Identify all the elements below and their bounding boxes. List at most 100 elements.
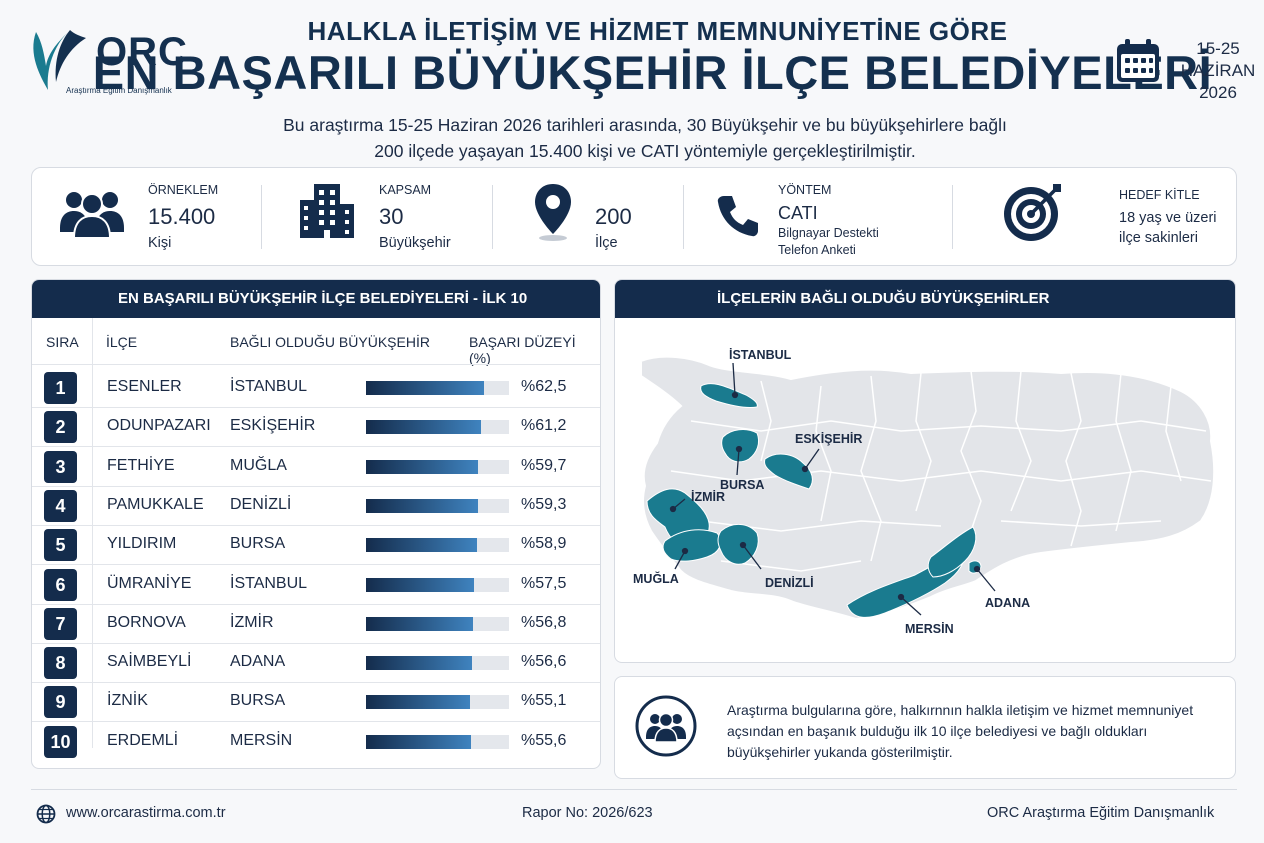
rank-badge: 6 xyxy=(44,568,77,601)
district-name: İZNİK xyxy=(107,692,148,710)
score-value: %55,1 xyxy=(521,692,567,710)
map-title: İLÇELERİN BAĞLI OLDUĞU BÜYÜKŞEHİRLER xyxy=(615,280,1235,318)
logo-text: ORC xyxy=(96,30,188,74)
score-bar-track xyxy=(366,616,509,631)
rank-badge: 4 xyxy=(44,489,77,522)
district-name: ESENLER xyxy=(107,378,182,395)
footer-report-number: Rapor No: 2026/623 xyxy=(522,805,653,821)
map-label-mersin: MERSİN xyxy=(905,622,954,636)
date-text: 15-25 HAZİRAN 2026 xyxy=(1178,38,1258,104)
table-row: 6 ÜMRANİYE İSTANBUL %57,5 xyxy=(32,565,600,604)
map-label-adana: ADANA xyxy=(985,596,1031,610)
table-row: 5 YILDIRIM BURSA %58,9 xyxy=(32,525,600,564)
score-value: %59,3 xyxy=(521,495,567,513)
score-bar-fill xyxy=(366,381,484,395)
map-label-denizli: DENİZLİ xyxy=(765,576,814,590)
map-label-bursa: BURSA xyxy=(720,478,765,492)
highlighted-provinces xyxy=(646,383,982,618)
map-pin-icon xyxy=(535,184,571,241)
date-block: 15-25 HAZİRAN 2026 xyxy=(1114,36,1255,106)
people-circle-icon xyxy=(635,695,697,757)
globe-icon xyxy=(36,804,56,824)
city-name: İSTANBUL xyxy=(230,378,308,395)
stat-label: KAPSAM xyxy=(379,183,432,197)
city-name: BURSA xyxy=(230,692,286,710)
city-name: BURSA xyxy=(230,535,286,553)
turkey-outline xyxy=(640,355,1216,621)
people-icon xyxy=(60,192,124,238)
stat-label: ÖRNEKLEM xyxy=(148,183,219,197)
bursa-region xyxy=(721,429,760,463)
stat-label: HEDEF KİTLE xyxy=(1119,188,1200,202)
city-name: İSTANBUL xyxy=(230,574,308,592)
city-name: MERSİN xyxy=(230,731,293,749)
mugla-region xyxy=(662,529,722,562)
stat-unit: İlçe xyxy=(595,235,618,251)
table-row: 2 ODUNPAZARI ESKİŞEHİR %61,2 xyxy=(32,407,600,446)
table-row: 10 ERDEMLİ MERSİN %55,6 xyxy=(32,722,600,761)
score-value: %55,6 xyxy=(521,731,567,749)
district-name: ÜMRANİYE xyxy=(107,574,192,592)
table-row: 4 PAMUKKALE DENİZLİ %59,3 xyxy=(32,486,600,525)
score-value: %57,5 xyxy=(521,574,567,592)
score-bar-track xyxy=(366,656,509,671)
rank-badge: 2 xyxy=(44,411,77,444)
score-bar-fill xyxy=(366,498,478,513)
logo-mark-icon xyxy=(33,30,86,90)
table-row: 3 FETHİYE MUĞLA %59,7 xyxy=(32,447,600,486)
row-divider xyxy=(32,524,600,526)
score-value: %58,9 xyxy=(521,535,567,553)
stat-unit-line: 18 yaş ve üzeri xyxy=(1119,210,1217,226)
score-value: %56,6 xyxy=(521,653,567,671)
stat-value: 15.400 xyxy=(148,204,216,229)
table-row: 9 İZNİK BURSA %55,1 xyxy=(32,682,600,721)
city-name: İZMİR xyxy=(230,613,274,631)
rank-badge: 3 xyxy=(44,450,77,483)
city-name: MUĞLA xyxy=(230,456,287,474)
city-name: ADANA xyxy=(230,653,286,671)
stat-sample: ÖRNEKLEM 15.400 Kişi xyxy=(32,168,262,267)
score-bar-track xyxy=(366,734,509,749)
row-divider xyxy=(32,564,600,566)
rank-badge: 5 xyxy=(44,529,77,562)
row-divider xyxy=(32,682,600,684)
map-panel: İLÇELERİN BAĞLI OLDUĞU BÜYÜKŞEHİRLER xyxy=(614,279,1236,663)
score-bar-fill xyxy=(366,577,475,592)
row-divider xyxy=(32,485,600,487)
stat-method: YÖNTEM CATI Bilgnayar Destekti Telefon A… xyxy=(684,168,952,267)
score-bar-track xyxy=(366,459,509,474)
score-bar-track xyxy=(366,577,509,592)
rank-badge: 9 xyxy=(44,686,77,719)
table-row: 1 ESENLER İSTANBUL %62,5 xyxy=(32,368,600,407)
footer-divider xyxy=(31,789,1237,790)
score-bar-fill xyxy=(366,734,471,749)
page-title: EN BAŞARILI BÜYÜKŞEHİR İLÇE BELEDİYELERİ xyxy=(92,46,1213,99)
rank-badge: 7 xyxy=(44,607,77,640)
footer-company: ORC Araştırma Eğitim Danışmanlık xyxy=(987,805,1215,821)
city-name: DENİZLİ xyxy=(230,495,292,513)
subtitle-line-1: Bu araştırma 15-25 Haziran 2026 tarihler… xyxy=(283,115,1007,135)
leader-lines xyxy=(669,362,996,616)
district-name: YILDIRIM xyxy=(107,535,177,553)
date-month: HAZİRAN xyxy=(1180,61,1256,80)
denizli-region xyxy=(717,524,759,565)
stat-value: 30 xyxy=(379,204,404,229)
rank-badge: 10 xyxy=(44,725,77,758)
row-divider xyxy=(32,721,600,723)
score-value: %61,2 xyxy=(521,417,567,435)
row-divider xyxy=(32,446,600,448)
score-bar-track xyxy=(366,695,509,710)
divider xyxy=(952,185,953,249)
stat-unit: Büyükşehir xyxy=(379,235,451,251)
note-panel: Araştırma bulgularına göre, halkırnnın h… xyxy=(614,676,1236,779)
note-line: açsından en başanık bulduğu ilk 10 ilçe … xyxy=(727,723,1148,739)
stat-unit: 18 yaş ve üzeri ilçe sakinleri xyxy=(1119,208,1217,248)
district-name: BORNOVA xyxy=(107,613,186,631)
footer-website-link[interactable]: www.orcarastirma.com.tr xyxy=(66,805,226,821)
stat-unit: Kişi xyxy=(148,235,172,251)
date-range: 15-25 xyxy=(1196,39,1240,58)
col-header-rank: SIRA xyxy=(46,334,79,350)
stat-districts: 200 İlçe xyxy=(493,168,683,267)
row-divider xyxy=(32,407,600,408)
note-line: büyükşehirler yukanda gösterilmiştir. xyxy=(727,744,953,760)
